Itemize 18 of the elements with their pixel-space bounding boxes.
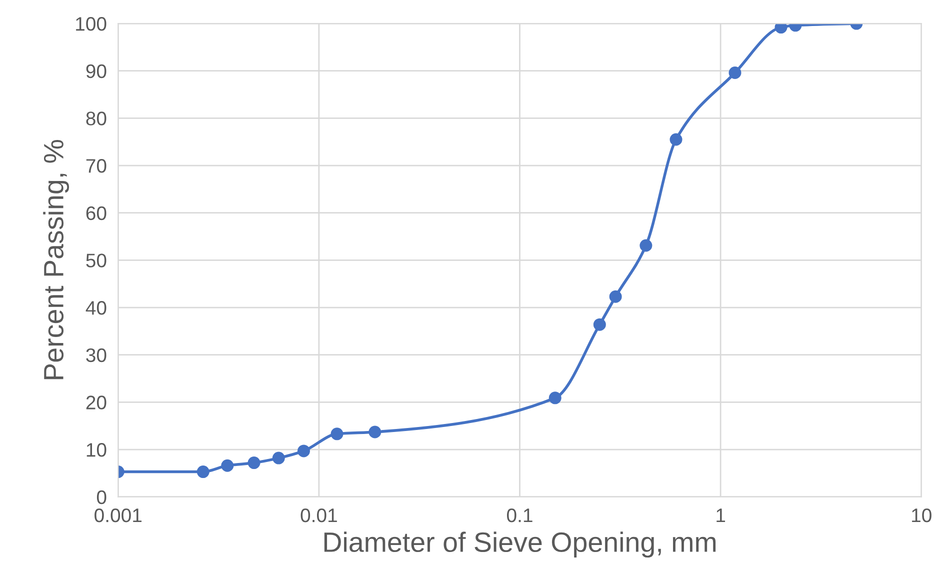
y-tick-label: 30 (86, 348, 106, 362)
y-tick-label: 0 (96, 490, 106, 504)
y-tick-label: 60 (86, 206, 106, 220)
y-tick-label: 70 (86, 158, 106, 173)
y-tick-label: 50 (86, 254, 106, 268)
y-tick-label: 10 (86, 442, 106, 457)
y-tick-label: 40 (86, 300, 106, 315)
x-tick-label: 0.01 (300, 508, 337, 522)
y-tick-label: 90 (86, 64, 106, 78)
y-axis-title: Percent Passing, % (43, 140, 70, 380)
y-tick-label: 80 (86, 112, 106, 126)
x-tick-label: 0.001 (94, 508, 142, 522)
y-tick-label: 20 (86, 396, 106, 410)
x-tick-label: 0.1 (506, 508, 532, 522)
x-axis-title: Diameter of Sieve Opening, mm (324, 532, 716, 558)
x-tick-label: 10 (912, 508, 932, 522)
y-tick-label: 100 (76, 16, 106, 31)
x-tick-label: 1 (716, 508, 726, 522)
